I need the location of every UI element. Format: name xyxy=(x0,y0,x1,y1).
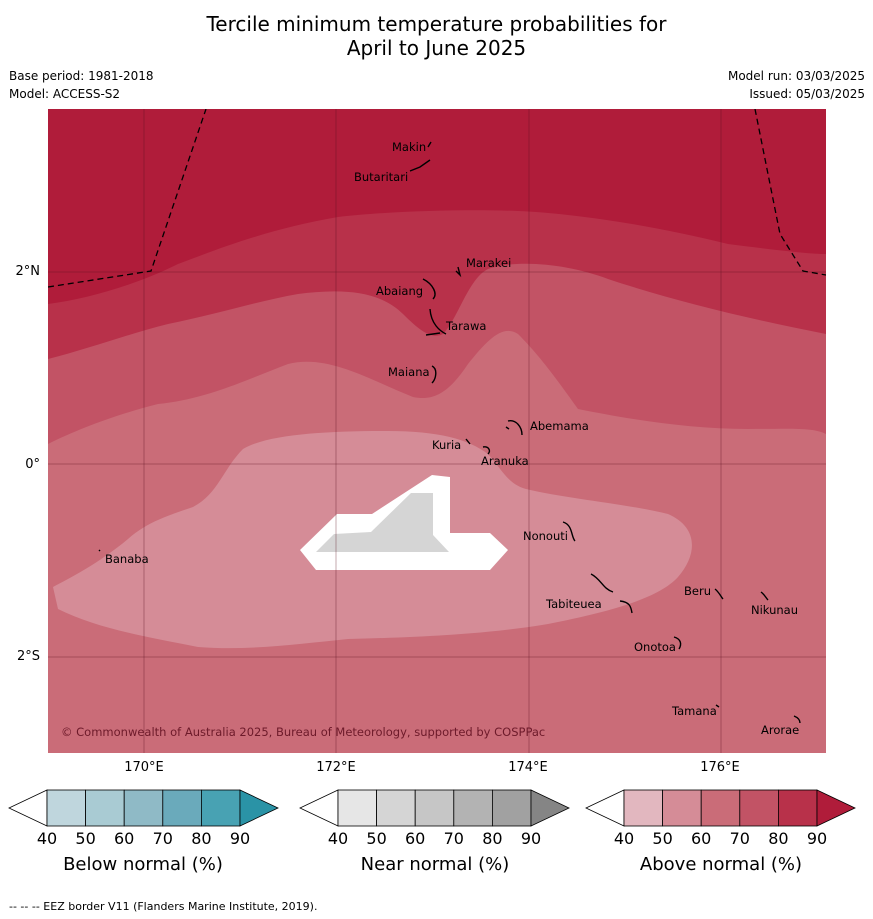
meta-right: Model run: 03/03/2025 Issued: 05/03/2025 xyxy=(728,67,865,103)
colorbar-tick-label: 50 xyxy=(75,829,96,848)
lat-label-2s: 2°S xyxy=(16,649,40,664)
place-label: Tarawa xyxy=(445,319,486,333)
colorbar-extend-high xyxy=(239,789,279,827)
place-label: Butaritari xyxy=(354,170,408,184)
copyright-text: © Commonwealth of Australia 2025, Bureau… xyxy=(61,725,545,739)
colorbar-segment xyxy=(85,789,125,827)
colorbar-tick-label: 40 xyxy=(36,829,58,848)
colorbar-segment xyxy=(623,789,663,827)
colorbar-tick-label: 70 xyxy=(443,829,464,848)
eez-border xyxy=(48,109,826,288)
place-label: Kuria xyxy=(432,438,461,452)
colorbar-above-normal xyxy=(585,789,856,827)
colorbar-segment xyxy=(414,789,455,827)
colorbar-extend-low xyxy=(8,789,48,827)
lat-label-2n: 2°N xyxy=(15,264,41,279)
colorbar-label-above: Above normal (%) xyxy=(639,854,803,875)
place-label: Arorae xyxy=(761,723,799,737)
place-label: Aranuka xyxy=(481,454,529,468)
colorbar-tick-label: 60 xyxy=(691,829,712,848)
place-label: Tamana xyxy=(671,704,717,718)
colorbar-tick-label: 50 xyxy=(366,829,387,848)
place-label: Tabiteuea xyxy=(545,597,602,611)
colorbar-tick-label: 90 xyxy=(806,829,828,848)
colorbar-below-normal xyxy=(8,789,279,827)
colorbar-segment xyxy=(700,789,741,827)
colorbar-tick-label: 80 xyxy=(768,829,789,848)
colorbar-tick-label: 60 xyxy=(405,829,426,848)
lat-label-0: 0° xyxy=(25,457,40,472)
colorbar-segment xyxy=(453,789,493,827)
colorbar-label-below: Below normal (%) xyxy=(63,854,223,875)
issued-date: Issued: 05/03/2025 xyxy=(749,87,865,101)
colorbar-tick-label: 70 xyxy=(729,829,750,848)
colorbar-segment xyxy=(491,789,532,827)
place-label: Maiana xyxy=(388,365,430,379)
colorbar-tick-label: 70 xyxy=(152,829,173,848)
grid-lines xyxy=(48,109,826,753)
lon-label-172e: 172°E xyxy=(316,760,356,775)
colorbar-segment xyxy=(162,789,202,827)
lon-label-170e: 170°E xyxy=(124,760,164,775)
colorbar-segment xyxy=(200,789,241,827)
place-label: Nikunau xyxy=(751,603,798,617)
colorbar-extend-low xyxy=(585,789,625,827)
eez-footer-note: -- -- -- EEZ border V11 (Flanders Marine… xyxy=(9,900,318,913)
place-label: Abemama xyxy=(530,419,589,433)
place-label: Banaba xyxy=(105,552,149,566)
colorbar-tick-label: 40 xyxy=(327,829,349,848)
model-run: Model run: 03/03/2025 xyxy=(727,69,865,83)
colorbar-tick-label: 90 xyxy=(229,829,251,848)
colorbar-segment xyxy=(337,789,377,827)
colorbars xyxy=(8,789,856,827)
probability-map[interactable]: Makin Butaritari Marakei Abaiang Tarawa … xyxy=(48,109,826,753)
place-label: Makin xyxy=(392,140,426,154)
near-normal-60-area xyxy=(316,493,449,552)
place-label: Abaiang xyxy=(376,284,423,298)
colorbar-extend-high xyxy=(530,789,570,827)
colorbar-tick-label: 80 xyxy=(482,829,503,848)
colorbar-tick-label: 40 xyxy=(613,829,635,848)
colorbar-tick-label: 90 xyxy=(520,829,542,848)
colorbar-segment xyxy=(739,789,779,827)
place-label: Onotoa xyxy=(634,640,676,654)
place-label: Beru xyxy=(684,584,711,598)
base-period: Base period: 1981-2018 xyxy=(9,69,154,83)
colorbar-segment xyxy=(46,789,86,827)
colorbar-segment xyxy=(662,789,702,827)
place-labels: Makin Butaritari Marakei Abaiang Tarawa … xyxy=(105,140,799,737)
island-outlines xyxy=(98,141,801,724)
map-title: Tercile minimum temperature probabilitie… xyxy=(0,12,873,60)
colorbar-segment xyxy=(778,789,818,827)
colorbar-extend-high xyxy=(816,789,856,827)
lon-label-174e: 174°E xyxy=(508,760,548,775)
meta-left: Base period: 1981-2018 Model: ACCESS-S2 xyxy=(9,67,154,103)
colorbar-segment xyxy=(123,789,164,827)
colorbar-extend-low xyxy=(299,789,339,827)
colorbar-tick-label: 60 xyxy=(114,829,135,848)
model-name: Model: ACCESS-S2 xyxy=(9,87,121,101)
colorbar-tick-label: 80 xyxy=(191,829,212,848)
title-line-1: Tercile minimum temperature probabilitie… xyxy=(206,12,667,36)
place-label: Marakei xyxy=(466,256,511,270)
colorbar-near-normal xyxy=(299,789,570,827)
colorbar-segment xyxy=(376,789,416,827)
place-label: Nonouti xyxy=(523,529,568,543)
title-line-2: April to June 2025 xyxy=(346,36,527,60)
lon-label-176e: 176°E xyxy=(700,760,740,775)
colorbar-label-near: Near normal (%) xyxy=(360,854,510,875)
colorbar-tick-label: 50 xyxy=(652,829,673,848)
